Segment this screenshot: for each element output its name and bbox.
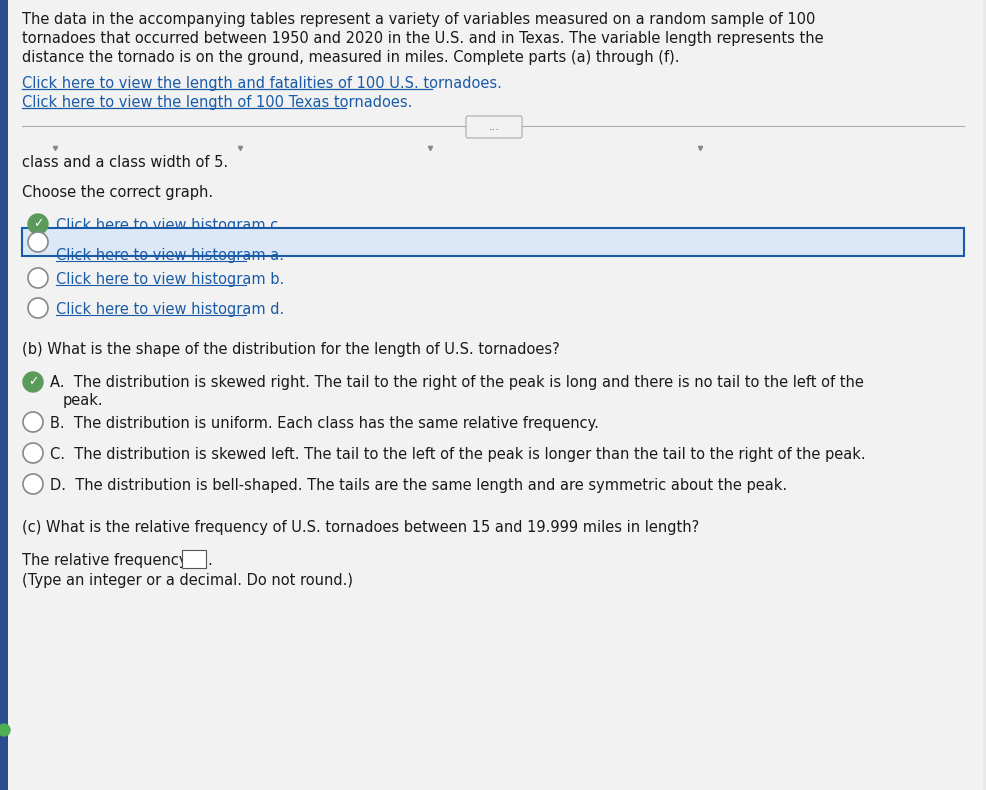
Text: Click here to view histogram c.: Click here to view histogram c. (56, 218, 283, 233)
Text: ✓: ✓ (33, 217, 43, 231)
Text: (c) What is the relative frequency of U.S. tornadoes between 15 and 19.999 miles: (c) What is the relative frequency of U.… (22, 520, 699, 535)
Circle shape (28, 268, 48, 288)
Circle shape (23, 443, 43, 463)
Text: Click here to view the length of 100 Texas tornadoes.: Click here to view the length of 100 Tex… (22, 95, 412, 110)
Text: .: . (207, 553, 212, 568)
Circle shape (28, 298, 48, 318)
Circle shape (23, 412, 43, 432)
Text: distance the tornado is on the ground, measured in miles. Complete parts (a) thr: distance the tornado is on the ground, m… (22, 50, 679, 65)
FancyBboxPatch shape (181, 550, 205, 568)
FancyBboxPatch shape (466, 116, 522, 138)
Text: C.  The distribution is skewed left. The tail to the left of the peak is longer : C. The distribution is skewed left. The … (50, 447, 866, 462)
Text: Click here to view the length and fatalities of 100 U.S. tornadoes.: Click here to view the length and fatali… (22, 76, 502, 91)
Text: The data in the accompanying tables represent a variety of variables measured on: The data in the accompanying tables repr… (22, 12, 815, 27)
Text: peak.: peak. (63, 393, 104, 408)
Text: (Type an integer or a decimal. Do not round.): (Type an integer or a decimal. Do not ro… (22, 573, 353, 588)
Text: class and a class width of 5.: class and a class width of 5. (22, 155, 228, 170)
Text: B.  The distribution is uniform. Each class has the same relative frequency.: B. The distribution is uniform. Each cla… (50, 416, 599, 431)
FancyBboxPatch shape (22, 228, 964, 256)
Text: ...: ... (488, 122, 500, 132)
Text: ✓: ✓ (28, 375, 38, 389)
Text: Click here to view histogram b.: Click here to view histogram b. (56, 272, 284, 287)
Text: Choose the correct graph.: Choose the correct graph. (22, 185, 213, 200)
Circle shape (28, 214, 48, 234)
Text: Click here to view histogram a.: Click here to view histogram a. (56, 248, 284, 263)
Circle shape (23, 372, 43, 392)
Circle shape (0, 724, 10, 736)
Circle shape (28, 232, 48, 252)
Text: The relative frequency is: The relative frequency is (22, 553, 204, 568)
Circle shape (23, 474, 43, 494)
Text: D.  The distribution is bell-shaped. The tails are the same length and are symme: D. The distribution is bell-shaped. The … (50, 478, 787, 493)
Text: (b) What is the shape of the distribution for the length of U.S. tornadoes?: (b) What is the shape of the distributio… (22, 342, 560, 357)
Text: tornadoes that occurred between 1950 and 2020 in the U.S. and in Texas. The vari: tornadoes that occurred between 1950 and… (22, 31, 823, 46)
Text: A.  The distribution is skewed right. The tail to the right of the peak is long : A. The distribution is skewed right. The… (50, 375, 864, 390)
FancyBboxPatch shape (0, 0, 8, 790)
Text: Click here to view histogram d.: Click here to view histogram d. (56, 302, 284, 317)
FancyBboxPatch shape (8, 0, 983, 790)
